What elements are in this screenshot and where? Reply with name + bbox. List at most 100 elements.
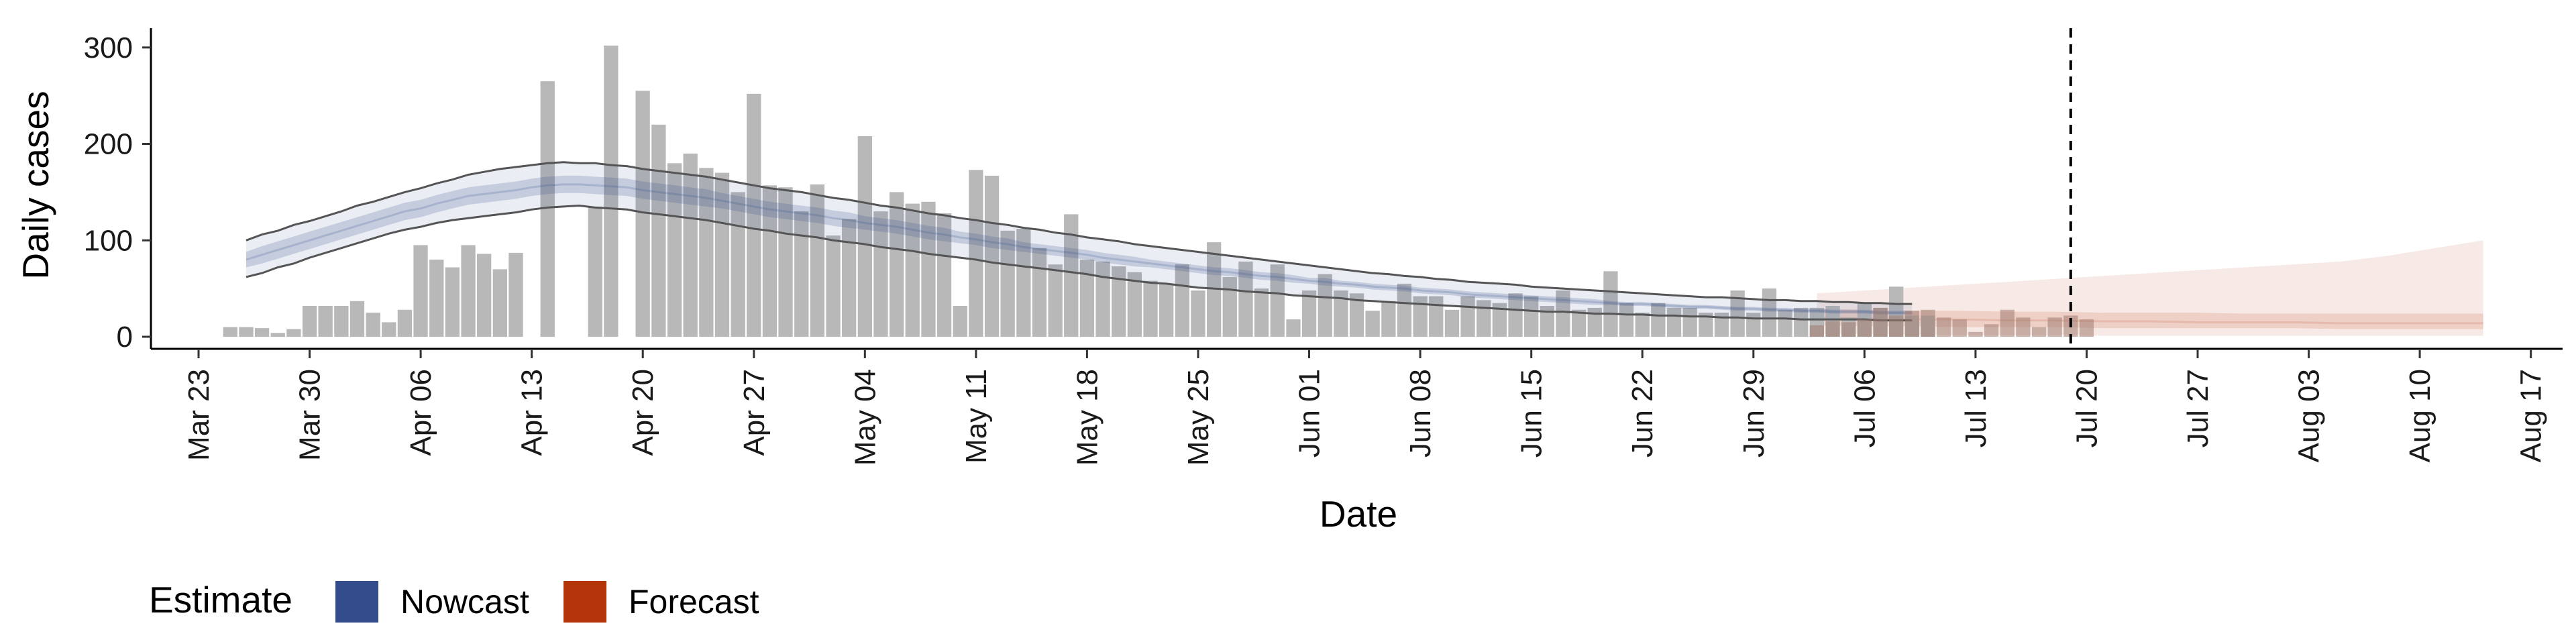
bar bbox=[1556, 290, 1570, 337]
bar bbox=[1778, 309, 1792, 337]
legend-swatch-forecast bbox=[564, 581, 606, 623]
bar bbox=[936, 213, 952, 337]
forecast-window-bar bbox=[1809, 325, 1824, 337]
bar bbox=[1524, 296, 1539, 337]
bar bbox=[683, 153, 698, 337]
bar bbox=[366, 313, 380, 337]
bar bbox=[635, 91, 650, 337]
bar bbox=[492, 269, 507, 337]
forecast-window-bar bbox=[1857, 319, 1872, 337]
bar bbox=[1492, 303, 1507, 337]
bar bbox=[1397, 283, 1412, 337]
bar bbox=[302, 306, 317, 337]
x-tick-label: Jun 15 bbox=[1515, 369, 1548, 458]
bar bbox=[651, 124, 666, 337]
x-tick-label: Jun 08 bbox=[1404, 369, 1437, 458]
forecast-window-bar bbox=[1825, 321, 1840, 337]
bar bbox=[1318, 274, 1332, 337]
legend-title: Estimate bbox=[149, 579, 292, 621]
x-tick-label: Jun 01 bbox=[1293, 369, 1326, 458]
x-tick-label: Apr 13 bbox=[516, 369, 549, 456]
nowcast-lower-bound-line bbox=[246, 204, 1913, 322]
bar bbox=[842, 219, 857, 337]
forecast-window-bar bbox=[2016, 317, 2031, 337]
bar bbox=[667, 163, 682, 337]
bar bbox=[1222, 276, 1237, 337]
bar bbox=[461, 245, 476, 337]
bar bbox=[984, 175, 1000, 337]
bar bbox=[826, 235, 841, 337]
bar bbox=[286, 329, 301, 337]
bar bbox=[1619, 303, 1634, 337]
bar bbox=[540, 81, 555, 337]
bar bbox=[1540, 306, 1554, 337]
bar bbox=[1143, 280, 1158, 337]
nowcast-median-line bbox=[246, 183, 1913, 314]
bar bbox=[1477, 300, 1491, 337]
forecast-window-bar bbox=[1984, 324, 1999, 337]
bar bbox=[1508, 293, 1523, 337]
bar bbox=[1000, 230, 1015, 337]
bar bbox=[1016, 229, 1031, 337]
bar bbox=[1159, 283, 1174, 337]
x-tick-label: Apr 27 bbox=[738, 369, 771, 456]
y-tick-label: 200 bbox=[84, 128, 133, 161]
bar bbox=[873, 211, 888, 337]
forecast-window-bar bbox=[2079, 319, 2094, 337]
bar bbox=[1079, 260, 1095, 337]
bar bbox=[1334, 290, 1348, 337]
bar bbox=[270, 333, 285, 337]
bar bbox=[318, 306, 333, 337]
bar bbox=[1365, 311, 1380, 337]
bar bbox=[1682, 307, 1697, 337]
bar bbox=[1095, 261, 1110, 337]
bar bbox=[1413, 296, 1428, 337]
x-tick-label: Aug 10 bbox=[2404, 369, 2436, 462]
bar bbox=[1032, 248, 1047, 337]
bar bbox=[1175, 264, 1189, 337]
bar bbox=[334, 306, 349, 337]
x-tick-label: May 18 bbox=[1071, 369, 1104, 466]
bar bbox=[1270, 264, 1285, 337]
bar bbox=[1349, 293, 1364, 337]
y-axis-title: Daily cases bbox=[15, 91, 56, 279]
legend-label-nowcast: Nowcast bbox=[400, 583, 529, 621]
x-tick-label: May 11 bbox=[960, 369, 993, 464]
bar bbox=[1714, 313, 1729, 337]
forecast-window-bar bbox=[2031, 327, 2047, 337]
bar bbox=[1651, 303, 1666, 337]
forecast-window-bar bbox=[1889, 315, 1904, 337]
bar bbox=[762, 185, 777, 337]
bar bbox=[747, 93, 761, 337]
bar bbox=[731, 192, 745, 337]
bar bbox=[508, 252, 523, 337]
bar bbox=[604, 45, 619, 337]
bar bbox=[857, 136, 872, 337]
bar bbox=[1794, 307, 1809, 337]
bar bbox=[778, 187, 793, 337]
legend-label-forecast: Forecast bbox=[629, 583, 759, 621]
bar bbox=[1730, 290, 1745, 337]
bar bbox=[699, 168, 714, 337]
bar bbox=[413, 245, 428, 337]
bar bbox=[1635, 313, 1650, 337]
axes: 0 100 200 300 Mar 23 Mar 30 Apr 06 Apr 13 Apr 20… bbox=[84, 28, 2563, 466]
bar bbox=[794, 211, 809, 337]
forecast-window-bar bbox=[1968, 331, 1983, 337]
bar bbox=[254, 328, 270, 337]
bar bbox=[429, 260, 444, 337]
bar bbox=[890, 192, 904, 337]
y-tick-label: 300 bbox=[84, 32, 133, 64]
x-tick-label: Aug 03 bbox=[2293, 369, 2326, 462]
forecast-window-bar bbox=[1841, 322, 1856, 337]
bar bbox=[1572, 309, 1587, 337]
forecast-window-bar bbox=[1921, 309, 1935, 337]
bar bbox=[1301, 290, 1317, 337]
x-tick-label: May 04 bbox=[849, 369, 881, 466]
x-tick-label: Aug 17 bbox=[2515, 369, 2548, 462]
bar bbox=[1699, 313, 1713, 337]
x-tick-label: Jul 20 bbox=[2071, 369, 2104, 447]
legend: Estimate Nowcast Forecast bbox=[149, 579, 759, 623]
forecast-window-bar bbox=[2000, 309, 2015, 337]
